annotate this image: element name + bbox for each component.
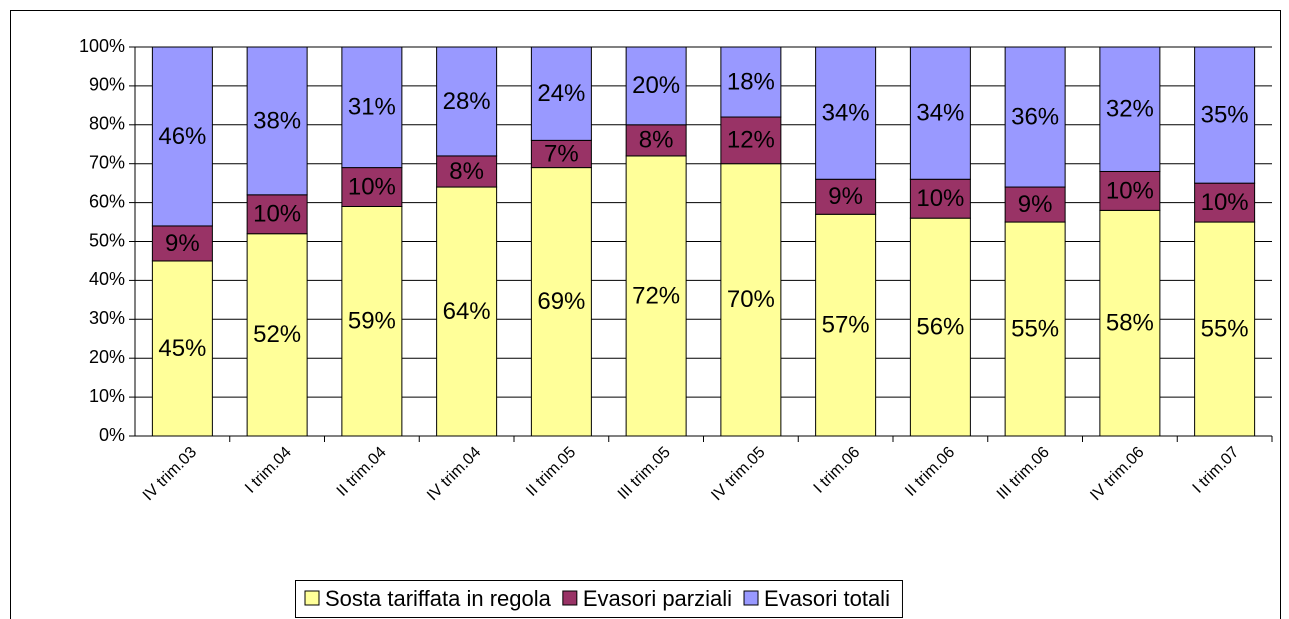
data-label: 58% xyxy=(1106,310,1154,337)
data-label: 10% xyxy=(348,173,396,200)
bar-segment xyxy=(436,155,498,188)
legend-label: Sosta tariffata in regola xyxy=(325,586,552,611)
legend-swatch xyxy=(562,590,578,606)
legend-label: Evasori totali xyxy=(764,586,890,611)
bar-segment xyxy=(1099,46,1161,172)
bar-segment xyxy=(1194,46,1256,184)
bar-segment xyxy=(1004,221,1066,437)
bar-segment xyxy=(625,124,687,157)
bar-segment xyxy=(1004,186,1066,223)
bar-segment xyxy=(720,163,782,437)
data-label: 55% xyxy=(1201,315,1249,342)
bar-segment xyxy=(341,167,403,207)
bar-segment xyxy=(909,178,971,219)
data-label: 46% xyxy=(158,123,206,150)
data-label: 57% xyxy=(822,311,870,338)
bar-segment xyxy=(151,225,213,262)
data-label: 9% xyxy=(828,183,863,210)
bar-segment xyxy=(815,46,877,180)
bar-segment xyxy=(341,205,403,437)
data-label: 18% xyxy=(727,68,775,95)
data-label: 10% xyxy=(1201,189,1249,216)
bar-segment xyxy=(151,46,213,227)
y-tick-label: 40% xyxy=(89,269,125,289)
y-tick-label: 10% xyxy=(89,386,125,406)
bar-segment xyxy=(625,155,687,437)
y-tick-label: 70% xyxy=(89,152,125,172)
bar-segment xyxy=(151,260,213,437)
data-label: 20% xyxy=(632,72,680,99)
data-label: 35% xyxy=(1201,101,1249,128)
data-label: 64% xyxy=(443,298,491,325)
data-label: 70% xyxy=(727,286,775,313)
data-label: 52% xyxy=(253,321,301,348)
data-label: 45% xyxy=(158,335,206,362)
bar-segment xyxy=(720,116,782,165)
data-label: 55% xyxy=(1011,315,1059,342)
y-tick-label: 0% xyxy=(99,425,125,445)
data-label: 10% xyxy=(253,201,301,228)
data-label: 10% xyxy=(1106,177,1154,204)
y-tick-label: 20% xyxy=(89,347,125,367)
bar-segment xyxy=(720,46,782,118)
bar-segment xyxy=(341,46,403,169)
bar-segment xyxy=(1004,46,1066,188)
bar-segment xyxy=(246,46,308,196)
data-label: 24% xyxy=(537,80,585,107)
data-label: 72% xyxy=(632,282,680,309)
data-label: 32% xyxy=(1106,96,1154,123)
data-label: 31% xyxy=(348,94,396,121)
bar-segment xyxy=(530,46,592,141)
legend-box xyxy=(295,580,903,618)
bar-segment xyxy=(909,217,971,437)
data-label: 10% xyxy=(916,185,964,212)
data-label: 38% xyxy=(253,107,301,134)
bar-segment xyxy=(1194,182,1256,223)
y-tick-label: 100% xyxy=(79,36,125,56)
bar-segment xyxy=(815,213,877,437)
bar-segment xyxy=(1194,221,1256,437)
bar-segment xyxy=(530,167,592,437)
legend-swatch xyxy=(304,590,320,606)
data-label: 69% xyxy=(537,288,585,315)
legend-label: Evasori parziali xyxy=(583,586,732,611)
data-label: 56% xyxy=(916,313,964,340)
bar-segment xyxy=(909,46,971,180)
data-label: 8% xyxy=(449,158,484,185)
y-tick-label: 30% xyxy=(89,308,125,328)
y-tick-label: 50% xyxy=(89,230,125,250)
y-tick-label: 90% xyxy=(89,75,125,95)
y-tick-label: 60% xyxy=(89,191,125,211)
bar-segment xyxy=(1099,209,1161,437)
data-label: 34% xyxy=(822,99,870,126)
legend-swatch xyxy=(743,590,759,606)
bar-segment xyxy=(815,178,877,215)
data-label: 34% xyxy=(916,99,964,126)
y-tick-label: 80% xyxy=(89,114,125,134)
data-label: 8% xyxy=(639,127,674,154)
data-label: 7% xyxy=(544,140,579,167)
data-label: 9% xyxy=(165,230,200,257)
data-label: 59% xyxy=(348,308,396,335)
data-label: 36% xyxy=(1011,103,1059,130)
bar-segment xyxy=(436,186,498,437)
bar-segment xyxy=(625,46,687,126)
bar-segment xyxy=(436,46,498,157)
data-label: 12% xyxy=(727,127,775,154)
data-label: 9% xyxy=(1018,191,1053,218)
data-label: 28% xyxy=(443,88,491,115)
bar-segment xyxy=(246,233,308,437)
